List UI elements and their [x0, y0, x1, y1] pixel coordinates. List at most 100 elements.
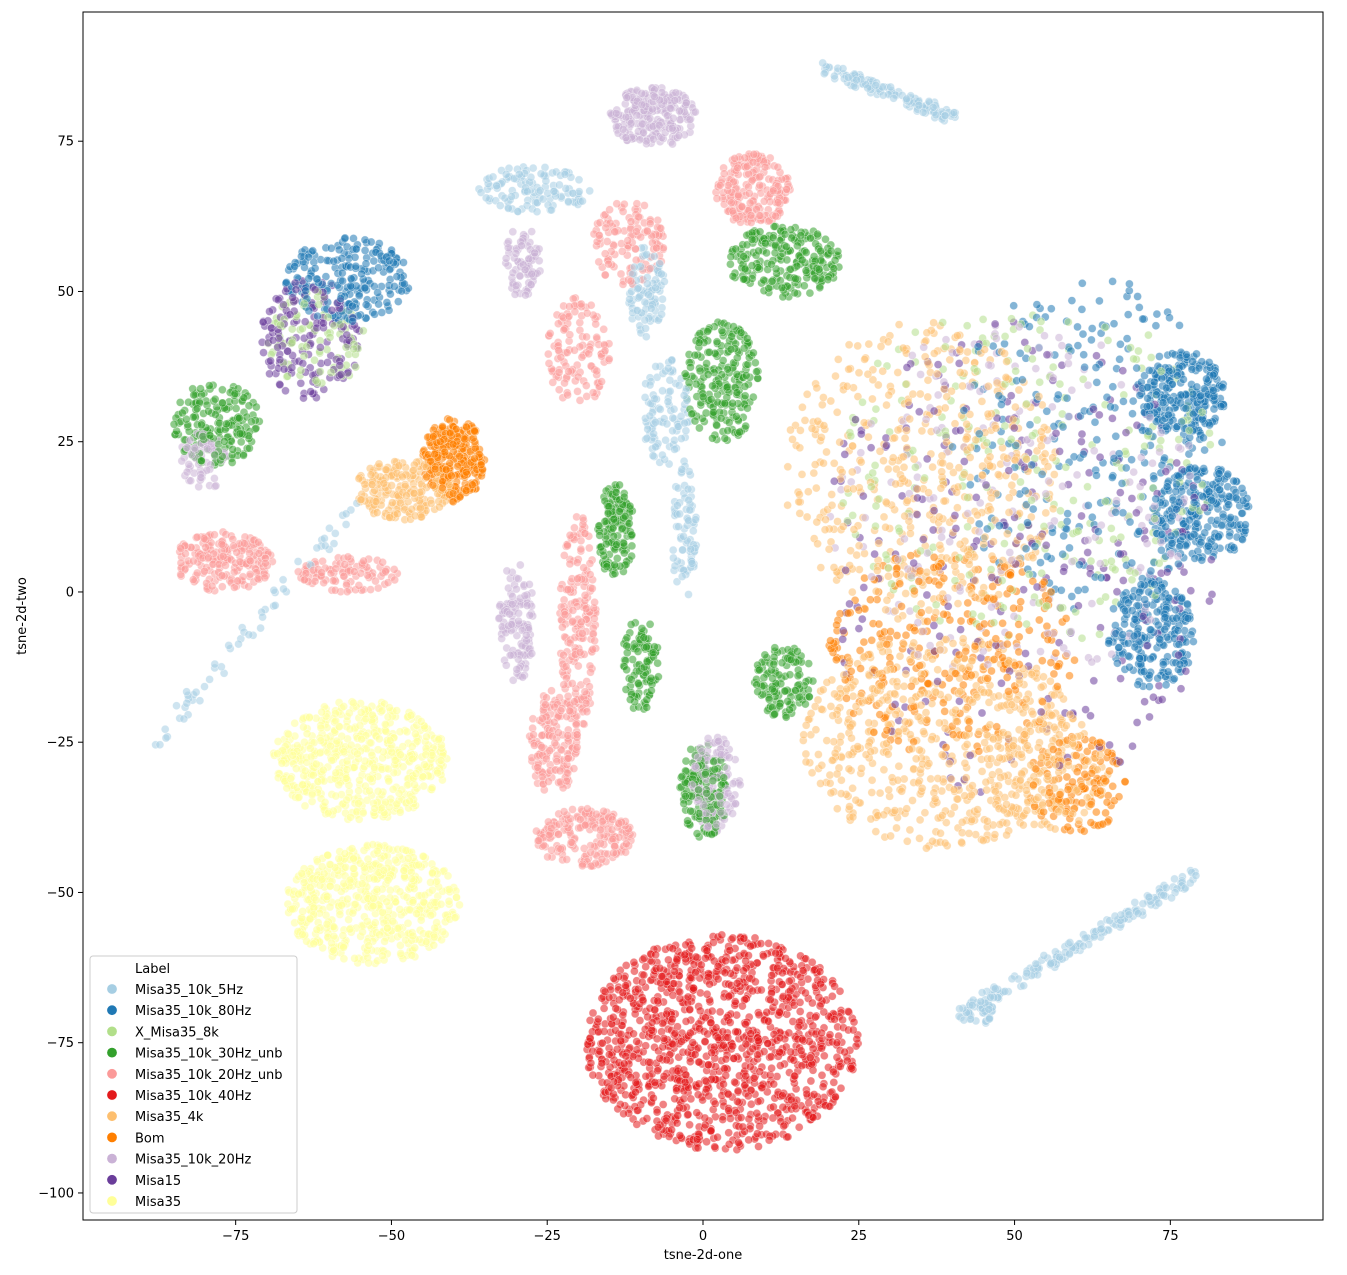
data-point — [860, 513, 870, 523]
data-point — [1073, 586, 1083, 595]
data-point — [922, 454, 932, 464]
data-point — [971, 493, 981, 502]
data-points — [151, 58, 1253, 1154]
data-point — [1005, 584, 1015, 594]
data-point — [621, 847, 630, 857]
data-point — [902, 836, 912, 846]
data-point — [878, 366, 888, 376]
data-point — [945, 537, 955, 547]
data-point — [795, 443, 805, 453]
data-point — [300, 801, 310, 811]
data-point — [754, 1142, 763, 1151]
data-point — [908, 796, 917, 805]
data-point — [628, 655, 637, 664]
data-point — [882, 595, 892, 605]
data-point — [592, 332, 602, 342]
data-point — [354, 786, 363, 796]
data-point — [681, 756, 691, 766]
data-point — [427, 783, 437, 793]
data-point — [1014, 385, 1024, 395]
data-point — [1014, 620, 1024, 629]
data-point — [886, 82, 895, 92]
data-point — [1047, 304, 1056, 314]
data-point — [726, 1114, 735, 1123]
data-point — [802, 389, 812, 399]
data-point — [419, 852, 428, 861]
data-point — [1077, 720, 1086, 730]
data-point — [616, 269, 626, 279]
data-point — [259, 348, 268, 357]
data-point — [871, 827, 881, 836]
data-point — [265, 369, 274, 379]
data-point — [694, 1057, 704, 1067]
data-point — [685, 1120, 694, 1130]
data-point — [584, 543, 594, 553]
data-point — [802, 512, 812, 522]
data-point — [762, 1007, 772, 1017]
data-point — [1117, 479, 1127, 488]
data-point — [1077, 633, 1087, 643]
data-point — [1031, 364, 1041, 373]
data-point — [731, 1027, 741, 1037]
data-point — [987, 493, 996, 503]
data-point — [340, 233, 350, 243]
data-point — [1121, 463, 1131, 473]
data-point — [1057, 341, 1067, 350]
data-point — [1014, 632, 1024, 642]
data-point — [1048, 362, 1058, 372]
data-point — [893, 368, 903, 377]
data-point — [817, 1071, 827, 1080]
data-point — [508, 675, 518, 685]
data-point — [1002, 357, 1011, 366]
data-point — [843, 608, 853, 618]
data-point — [639, 970, 649, 980]
data-point — [867, 775, 877, 785]
data-point — [779, 1121, 789, 1131]
data-point — [915, 745, 924, 755]
data-point — [670, 435, 679, 445]
data-point — [679, 1094, 689, 1104]
data-point — [963, 598, 973, 608]
data-point — [909, 737, 919, 747]
data-point — [1037, 568, 1046, 578]
data-point — [920, 808, 930, 818]
data-point — [844, 364, 854, 374]
data-point — [1079, 449, 1088, 459]
data-point — [800, 416, 810, 425]
data-point — [1036, 647, 1045, 656]
data-point — [950, 419, 960, 429]
data-point — [508, 227, 518, 237]
data-point — [668, 545, 678, 555]
data-point — [804, 659, 814, 668]
data-point — [1015, 348, 1025, 358]
data-point — [893, 775, 903, 785]
data-point — [915, 834, 924, 843]
data-point — [864, 718, 874, 728]
data-point — [1000, 339, 1009, 349]
data-point — [586, 300, 596, 310]
data-point — [818, 685, 828, 695]
data-point — [1011, 366, 1021, 376]
data-point — [179, 714, 189, 724]
data-point — [1067, 296, 1077, 305]
data-point — [854, 624, 864, 633]
data-point — [724, 418, 734, 427]
data-point — [849, 1017, 859, 1027]
data-point — [1020, 486, 1030, 496]
data-point — [740, 391, 750, 401]
data-point — [832, 407, 842, 417]
data-point — [950, 802, 959, 812]
data-point — [1108, 781, 1117, 791]
data-point — [884, 571, 893, 581]
data-point — [1134, 346, 1143, 356]
data-point — [900, 433, 910, 443]
data-point — [908, 389, 918, 399]
data-point — [1046, 676, 1055, 686]
data-point — [1041, 540, 1051, 550]
data-point — [909, 454, 919, 464]
data-point — [825, 778, 835, 788]
data-point — [1151, 321, 1161, 331]
data-point — [1145, 682, 1154, 691]
data-point — [385, 885, 395, 895]
